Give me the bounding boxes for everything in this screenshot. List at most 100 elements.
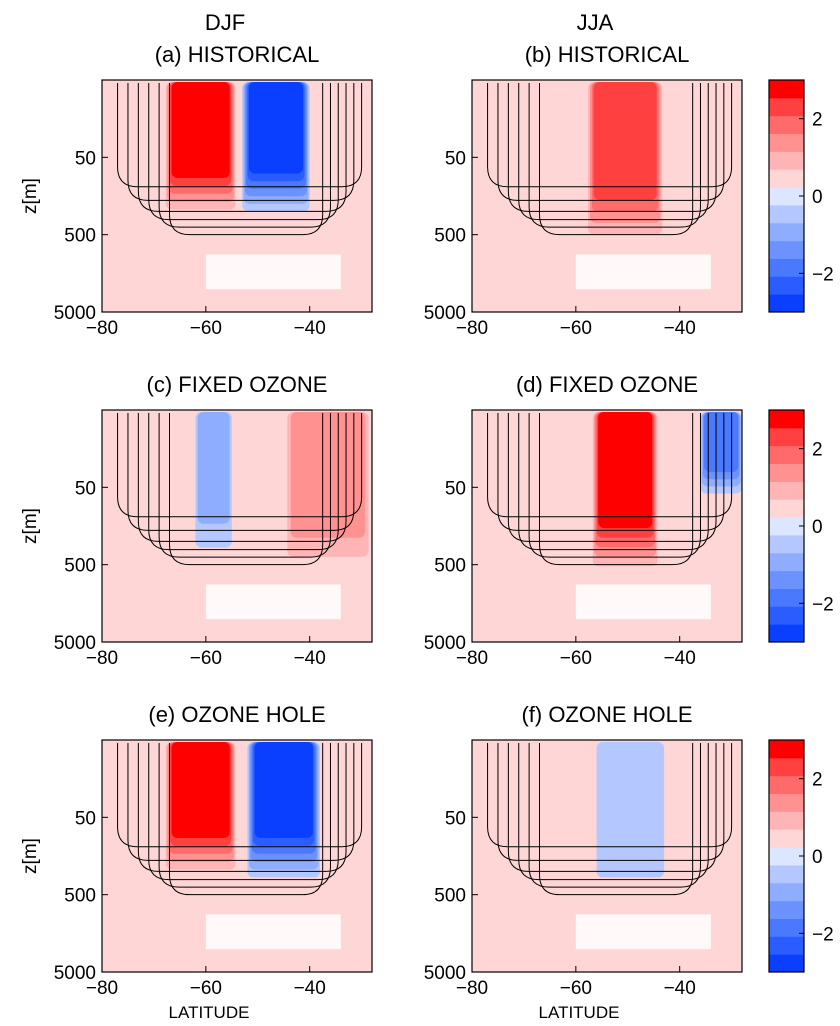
contour-line [137, 413, 347, 542]
colorbar-segment [769, 588, 804, 607]
colorbar-segment [769, 552, 804, 572]
colorbar-segment [769, 133, 804, 152]
panel-title: (b) HISTORICAL [525, 42, 690, 67]
colorbar-segment [769, 954, 804, 973]
x-tick-label: −80 [86, 318, 118, 339]
contour-line [518, 413, 709, 551]
contour-line [487, 413, 733, 518]
y-tick-label: 50 [75, 148, 96, 169]
colorbar-1: 2 0 −2 [768, 79, 834, 313]
contour-line [117, 743, 363, 848]
x-tick-label: −80 [456, 978, 488, 999]
y-axis-label: z[m] [20, 178, 41, 214]
plot-frame [471, 79, 743, 313]
y-axis-label: z[m] [20, 508, 41, 544]
y-tick-label: 5000 [424, 963, 466, 984]
contour-line [487, 83, 733, 188]
contour-line [117, 83, 363, 188]
panel-title: (d) FIXED OZONE [516, 372, 698, 397]
column-header-djf: DJF [205, 10, 245, 35]
x-axis-label: LATITUDE [539, 1003, 620, 1022]
plot-frame [471, 739, 743, 973]
contour-line [497, 743, 725, 861]
field-neutral-patch [575, 914, 711, 950]
y-tick-label: 500 [64, 556, 96, 577]
colorbar-segment [769, 463, 804, 482]
x-tick-label: −80 [456, 648, 488, 669]
contour-line [487, 743, 733, 848]
negative-anomaly-level-6 [254, 742, 313, 838]
column-header-jja: JJA [577, 10, 614, 35]
field-neutral-patch [205, 914, 341, 950]
panel-title: (e) OZONE HOLE [148, 702, 325, 727]
contour-line [507, 413, 717, 542]
y-tick-label: 50 [445, 808, 466, 829]
colorbar-segment [769, 276, 804, 295]
plot-frame [101, 409, 373, 643]
x-tick-label: −40 [294, 648, 326, 669]
colorbar-tick-label: 2 [812, 770, 823, 791]
positive-anomaly-level-5 [593, 82, 657, 201]
colorbar-segment [769, 864, 804, 884]
panel-d: (d) FIXED OZONE 50 500 5000−80 −60 −40 [424, 372, 743, 669]
colorbar-segment [769, 936, 804, 955]
negative-anomaly-level-6 [248, 82, 303, 174]
contour-line [539, 743, 694, 896]
plot-frame [471, 409, 743, 643]
contour-line [158, 743, 331, 888]
colorbar-segment [769, 427, 804, 447]
streamfunction-contours [117, 413, 363, 566]
contour-line [127, 83, 355, 201]
contour-line [497, 413, 725, 531]
colorbar-tick-label: 2 [812, 110, 823, 131]
negative-anomaly-level-4 [704, 412, 739, 473]
contour-line [148, 743, 339, 881]
x-tick-label: −80 [86, 648, 118, 669]
contour-line [518, 83, 709, 221]
x-axis-label: LATITUDE [169, 1003, 250, 1022]
colorbar-segment [769, 187, 804, 206]
colorbar-3: 2 0 −2 [768, 739, 834, 973]
colorbar-segment [769, 570, 804, 589]
contour-line [117, 413, 363, 518]
y-tick-label: 50 [75, 808, 96, 829]
y-tick-label: 5000 [54, 633, 96, 654]
y-tick-label: 500 [64, 226, 96, 247]
colorbar-segment [769, 882, 804, 902]
negative-anomaly-level-1 [596, 742, 665, 878]
contour-line [137, 743, 347, 872]
colorbar-segment [769, 793, 804, 812]
colorbar-segment [769, 481, 804, 500]
colorbar-tick-label: 0 [812, 517, 823, 538]
contour-line [127, 413, 355, 531]
colorbar-segment [769, 240, 804, 259]
y-tick-label: 500 [434, 226, 466, 247]
streamfunction-contours [487, 413, 733, 566]
colorbar-segment [769, 624, 804, 643]
x-tick-label: −60 [190, 318, 222, 339]
streamfunction-contours [117, 83, 363, 236]
colorbar-tick-label: −2 [812, 924, 834, 945]
x-tick-label: −60 [190, 978, 222, 999]
y-tick-label: 500 [434, 556, 466, 577]
colorbar-segment [769, 97, 804, 117]
y-tick-label: 5000 [424, 303, 466, 324]
colorbar-segment [769, 169, 804, 188]
contour-line [507, 83, 717, 212]
panel-title: (f) OZONE HOLE [521, 702, 692, 727]
colorbar-2: 2 0 −2 [768, 409, 834, 643]
streamfunction-contours [487, 743, 733, 896]
x-tick-label: −40 [664, 318, 696, 339]
y-tick-label: 50 [75, 478, 96, 499]
contour-line [518, 743, 709, 881]
x-tick-label: −80 [456, 318, 488, 339]
contour-line [539, 413, 694, 566]
y-axis-label: z[m] [20, 838, 41, 874]
x-tick-label: −60 [560, 318, 592, 339]
x-tick-label: −40 [664, 978, 696, 999]
contour-line [148, 413, 339, 551]
x-tick-label: −40 [294, 978, 326, 999]
x-tick-label: −80 [86, 978, 118, 999]
colorbar-segment [769, 606, 804, 625]
